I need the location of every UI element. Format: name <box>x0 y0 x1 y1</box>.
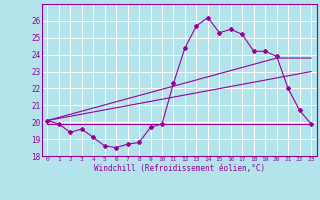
X-axis label: Windchill (Refroidissement éolien,°C): Windchill (Refroidissement éolien,°C) <box>94 164 265 173</box>
